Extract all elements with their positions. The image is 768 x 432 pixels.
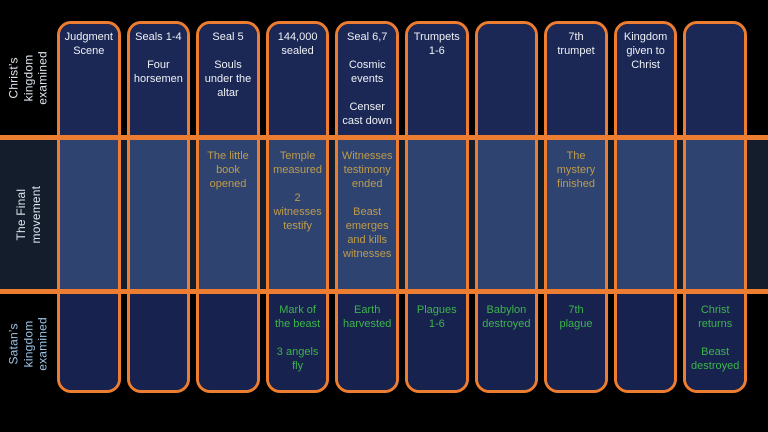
row-label-christs-kingdom: Christ’s kingdom examined xyxy=(0,21,57,135)
column-5-bottom-cell: Earth harvested xyxy=(338,291,396,390)
timeline-column-5: Seal 6,7 Cosmic events Censer cast down W… xyxy=(335,21,399,393)
column-7-middle-cell xyxy=(477,137,536,291)
column-7-top-cell xyxy=(477,24,536,137)
column-1-top-cell: Judgment Scene xyxy=(60,24,118,137)
column-3-middle-cell: The little book opened xyxy=(199,137,257,291)
timeline-column-6: Trumpets 1-6 Plagues 1-6 xyxy=(404,21,469,393)
column-4-bottom-cell: Mark of the beast 3 angels fly xyxy=(268,291,327,390)
column-7-bottom-cell: Babylon destroyed xyxy=(477,291,536,390)
column-4-middle-cell: Temple measured 2 witnesses testify xyxy=(268,137,327,291)
timeline-column-9: Kingdom given to Christ xyxy=(613,21,678,393)
timeline-column-7: Babylon destroyed xyxy=(474,21,539,393)
column-10-top-cell xyxy=(686,24,744,137)
column-9-bottom-cell xyxy=(616,291,675,390)
timeline-column-1: Judgment Scene xyxy=(57,21,121,393)
column-3-top-cell: Seal 5 Souls under the altar xyxy=(199,24,257,137)
column-8-middle-cell: The mystery finished xyxy=(547,137,605,291)
column-4-top-cell: 144,000 sealed xyxy=(268,24,327,137)
column-9-top-cell: Kingdom given to Christ xyxy=(616,24,675,137)
row-label-final-movement: The Final movement xyxy=(0,140,57,289)
column-9-middle-cell xyxy=(616,137,675,291)
column-8-bottom-cell: 7th plague xyxy=(547,291,605,390)
row-label-final-movement-text: The Final movement xyxy=(13,185,43,244)
column-6-top-cell: Trumpets 1-6 xyxy=(407,24,466,137)
column-6-middle-cell xyxy=(407,137,466,291)
column-10-middle-cell xyxy=(686,137,744,291)
row-label-christs-kingdom-text: Christ’s kingdom examined xyxy=(6,51,50,105)
column-10-bottom-cell: Christ returns Beast destroyed xyxy=(686,291,744,390)
column-1-bottom-cell xyxy=(60,291,118,390)
column-2-bottom-cell xyxy=(129,291,188,390)
row-label-satans-kingdom-text: Satan’s kingdom examined xyxy=(6,316,50,371)
column-1-middle-cell xyxy=(60,137,118,291)
column-6-bottom-cell: Plagues 1-6 xyxy=(407,291,466,390)
timeline-column-3: Seal 5 Souls under the altar The little b… xyxy=(196,21,260,393)
row-divider-bottom xyxy=(0,289,768,294)
column-3-bottom-cell xyxy=(199,291,257,390)
column-5-middle-cell: Witnesses testimony ended Beast emerges … xyxy=(338,137,396,291)
column-5-top-cell: Seal 6,7 Cosmic events Censer cast down xyxy=(338,24,396,137)
column-2-top-cell: Seals 1-4 Four horsemen xyxy=(129,24,188,137)
timeline-column-2: Seals 1-4 Four horsemen xyxy=(126,21,191,393)
row-divider-top xyxy=(0,135,768,140)
row-label-satans-kingdom: Satan’s kingdom examined xyxy=(0,294,57,393)
column-2-middle-cell xyxy=(129,137,188,291)
timeline-grid: Judgment Scene Seals 1-4 Four horsemen Sea… xyxy=(57,21,747,393)
timeline-column-8: 7th trumpet The mystery finished 7th plagu… xyxy=(544,21,608,393)
timeline-column-10: Christ returns Beast destroyed xyxy=(683,21,747,393)
timeline-column-4: 144,000 sealed Temple measured 2 witnesse… xyxy=(265,21,330,393)
column-8-top-cell: 7th trumpet xyxy=(547,24,605,137)
